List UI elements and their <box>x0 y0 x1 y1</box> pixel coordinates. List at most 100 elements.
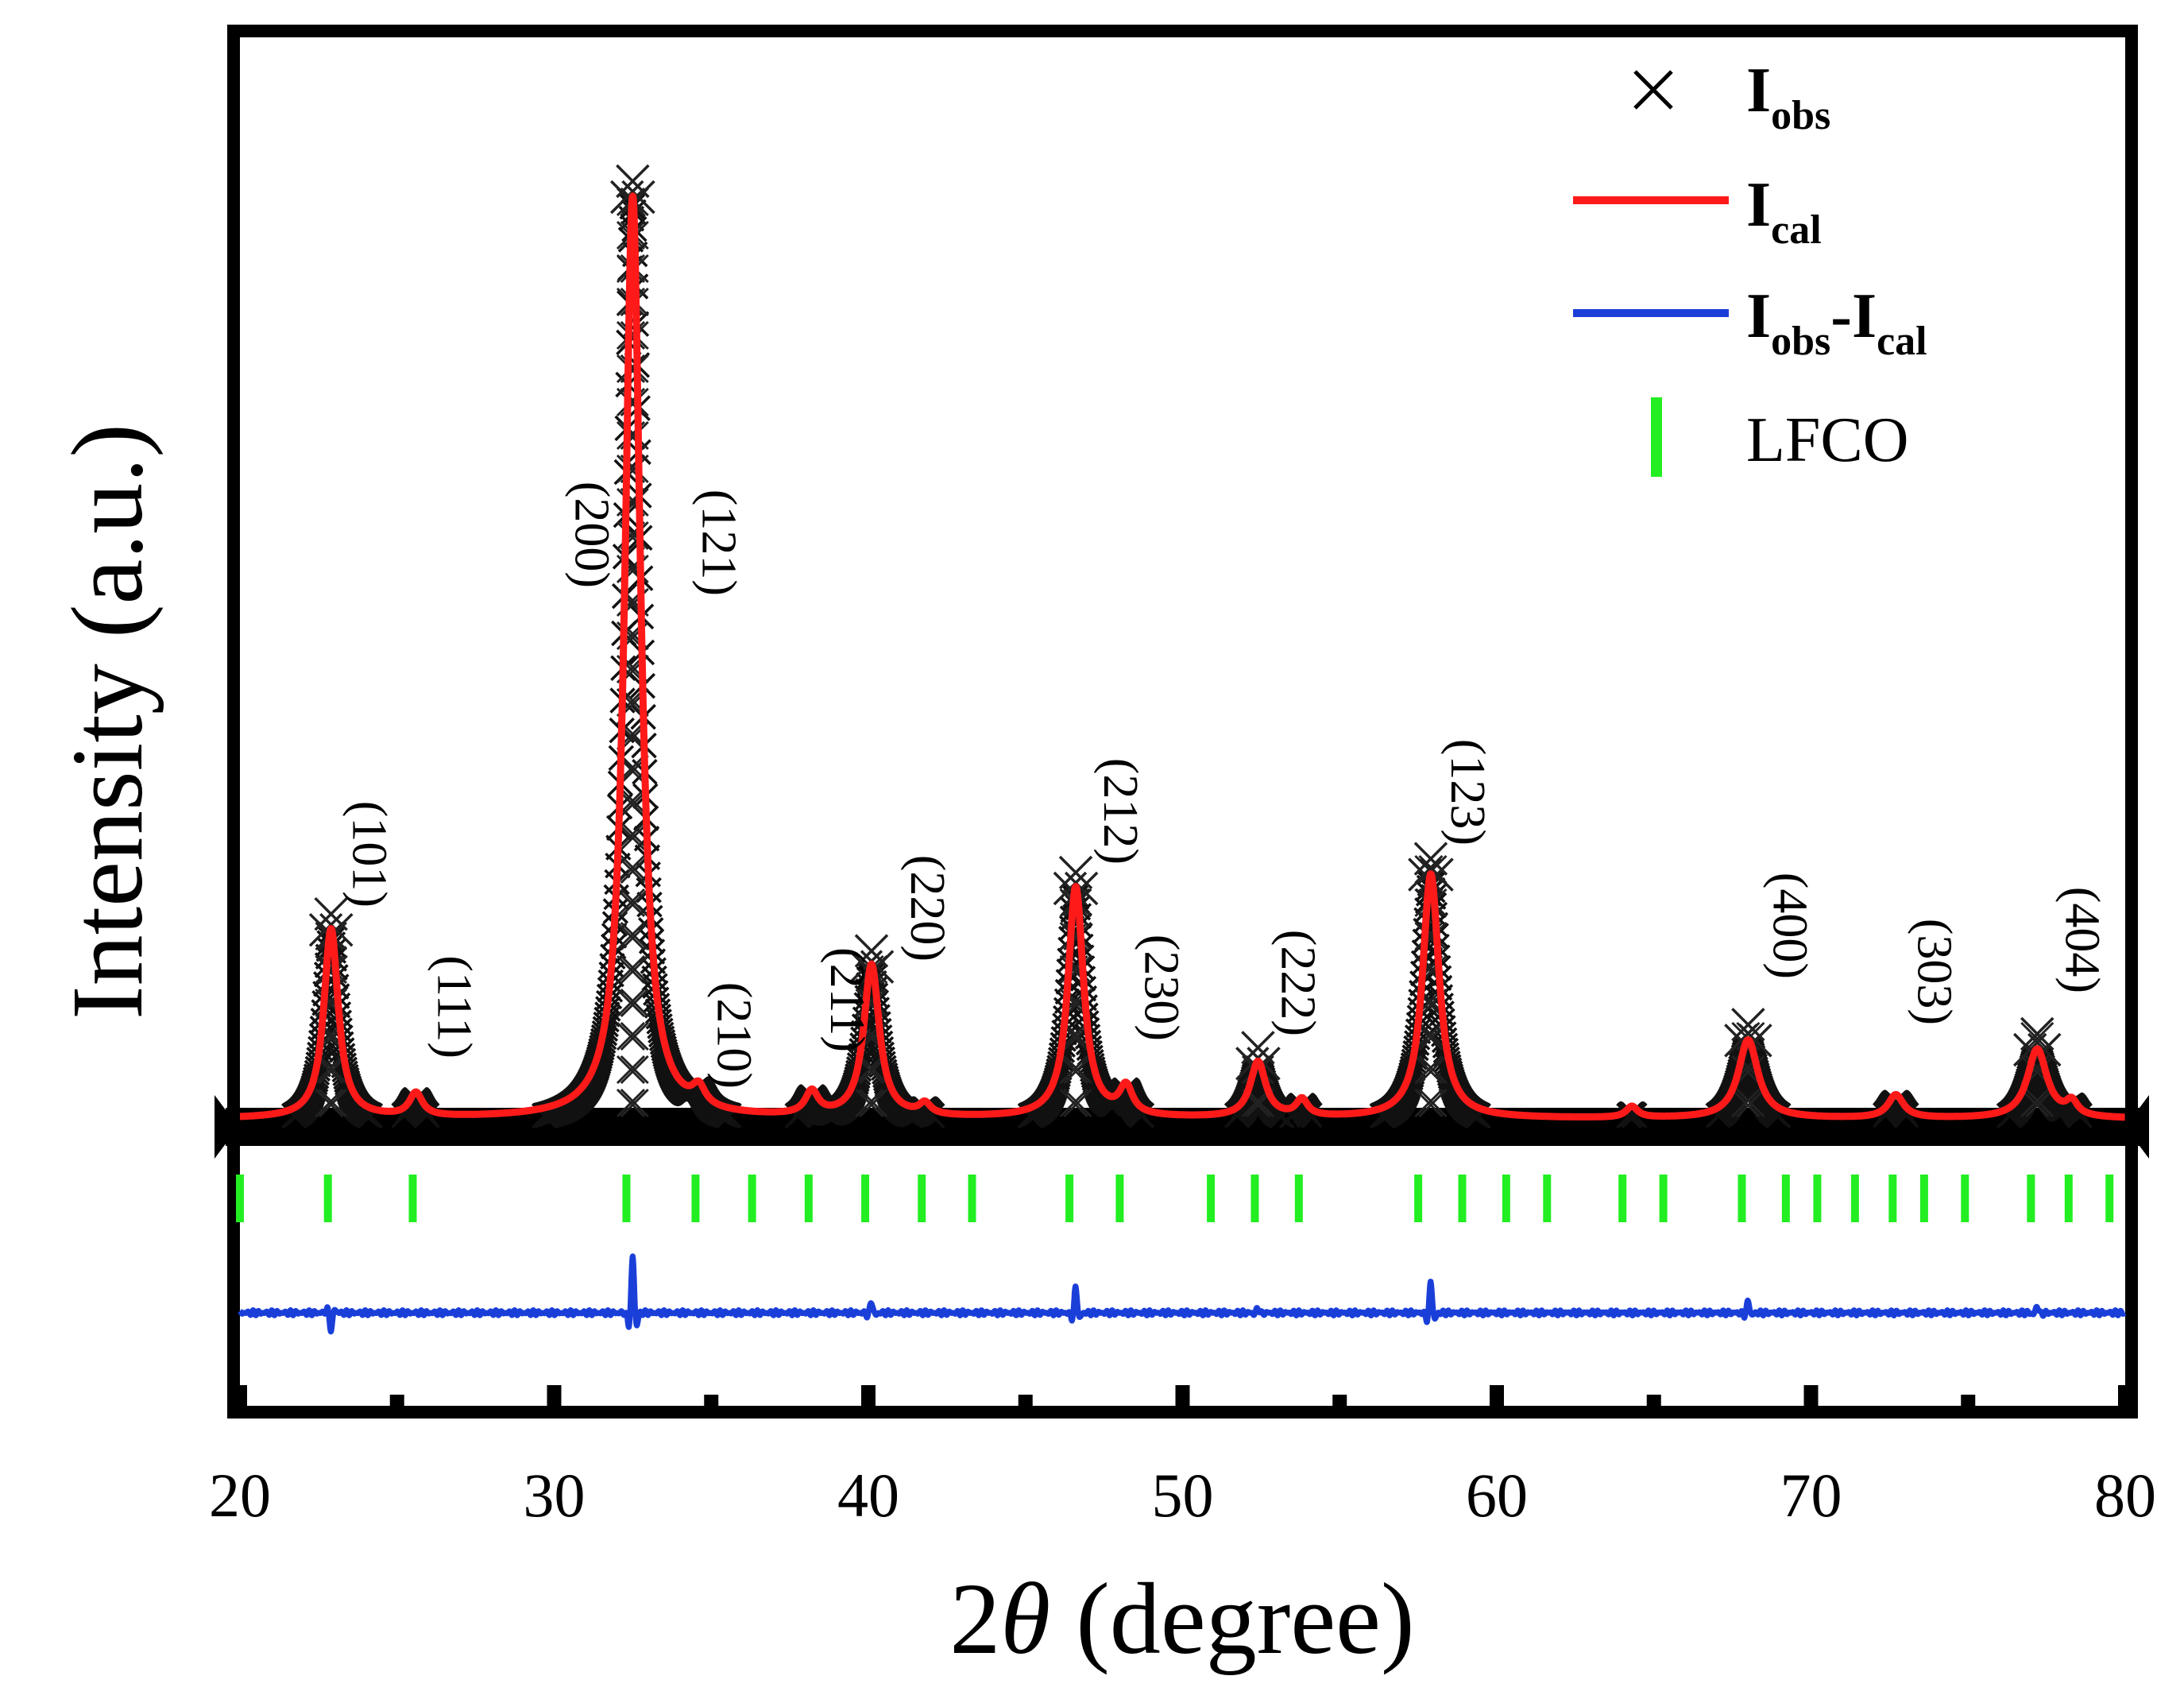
observed-point <box>1063 1055 1092 1085</box>
bragg-marker <box>861 1175 870 1222</box>
bragg-marker <box>968 1175 976 1222</box>
bragg-marker <box>1294 1175 1303 1222</box>
bragg-marker <box>2027 1175 2035 1222</box>
observed-point <box>620 1088 649 1118</box>
legend-cal-main: I <box>1746 170 1771 240</box>
x-minor-tick <box>1961 1395 1976 1406</box>
peak-label: (123) <box>1440 739 1494 846</box>
peak-label: (212) <box>1093 758 1147 865</box>
x-tick-label: 30 <box>524 1461 586 1530</box>
observed-point <box>1414 1055 1444 1085</box>
legend-cal-sub: cal <box>1771 207 1822 253</box>
observed-point <box>620 1021 649 1051</box>
observed-point <box>1063 1088 1092 1118</box>
bragg-marker <box>1414 1175 1423 1222</box>
observed-point <box>620 854 649 884</box>
x-axis-label-suffix: (degree) <box>1050 1562 1414 1675</box>
x-minor-tick <box>1018 1395 1033 1406</box>
legend-obs-sub: obs <box>1771 93 1830 138</box>
observed-point <box>1418 1055 1448 1085</box>
observed-point <box>2066 1102 2093 1128</box>
observed-point <box>616 921 646 951</box>
observed-point <box>616 1021 646 1051</box>
difference-curve-layer <box>237 1253 2128 1335</box>
bragg-marker <box>1250 1175 1259 1222</box>
calculated-curve <box>236 192 2128 1121</box>
bragg-marker <box>323 1175 332 1222</box>
peak-label: (210) <box>706 982 760 1089</box>
peak-label-layer: (101) (111) (200) (121) (210) (211) (220) (212)… <box>342 482 2109 1089</box>
x-tick-label: 50 <box>1152 1461 1214 1530</box>
observed-point <box>616 888 646 918</box>
x-axis-label-prefix: 2 <box>949 1562 1000 1675</box>
bragg-marker <box>1207 1175 1216 1222</box>
x-axis-label: 2θ (degree) <box>949 1562 1414 1675</box>
bragg-marker <box>1458 1175 1467 1222</box>
bragg-marker <box>1115 1175 1124 1222</box>
x-tick-label: 60 <box>1466 1461 1528 1530</box>
x-minor-tick <box>1646 1395 1661 1406</box>
bragg-marker <box>2105 1175 2114 1222</box>
observed-point <box>2025 1088 2055 1118</box>
legend-obs-main: I <box>1746 56 1771 126</box>
bragg-marker <box>408 1175 417 1222</box>
x-axis-ticks: 20 30 40 50 60 70 80 <box>209 1385 2156 1530</box>
peak-label: (222) <box>1270 930 1324 1036</box>
observed-point <box>855 1088 884 1118</box>
x-minor-tick <box>704 1395 719 1406</box>
observed-point <box>1893 1102 1919 1128</box>
bragg-marker <box>1850 1175 1859 1222</box>
observed-point <box>616 1088 646 1118</box>
observed-point <box>859 1088 888 1118</box>
observed-point <box>616 988 646 1018</box>
baseline-right-marker <box>2125 1095 2149 1159</box>
x-major-tick <box>1803 1385 1819 1406</box>
peak-label: (111) <box>427 955 481 1059</box>
x-tick-label: 40 <box>837 1461 899 1530</box>
bragg-marker <box>1543 1175 1552 1222</box>
observed-point <box>414 1102 440 1128</box>
baseline-left-marker <box>215 1095 238 1159</box>
bragg-marker <box>1065 1175 1074 1222</box>
peak-label: (211) <box>820 947 874 1052</box>
peak-label: (400) <box>1762 873 1816 979</box>
legend-obs-label: Iobs <box>1746 56 1830 138</box>
legend-diff-label: Iobs-Ical <box>1746 281 1927 364</box>
observed-point <box>620 921 649 951</box>
observed-point <box>1297 1102 1323 1128</box>
bragg-marker <box>236 1175 244 1222</box>
difference-curve <box>237 1253 2128 1335</box>
peak-label: (220) <box>900 855 954 962</box>
observed-point <box>1418 1088 1448 1118</box>
observed-point <box>620 988 649 1018</box>
bragg-marker-layer <box>236 1175 2114 1222</box>
x-major-tick <box>547 1385 562 1406</box>
bragg-marker <box>1888 1175 1897 1222</box>
x-major-tick <box>233 1385 247 1406</box>
observed-point <box>1736 1088 1765 1118</box>
peak-label: (230) <box>1134 935 1188 1041</box>
peak-label: (404) <box>2055 887 2109 993</box>
peak-label: (200) <box>564 482 618 588</box>
bragg-marker <box>748 1175 756 1222</box>
peak-label: (121) <box>691 490 745 596</box>
observed-point <box>318 1088 347 1118</box>
legend-diff-sub2: cal <box>1877 319 1927 364</box>
observed-data-layer <box>215 164 2149 1159</box>
legend-obs-marker <box>1633 70 1673 110</box>
observed-point <box>621 180 655 215</box>
observed-point <box>1059 1055 1088 1085</box>
observed-point <box>919 1102 945 1129</box>
bragg-marker <box>1781 1175 1790 1222</box>
x-major-tick <box>2118 1385 2132 1406</box>
bragg-marker <box>1659 1175 1668 1222</box>
bragg-marker <box>622 1175 631 1222</box>
observed-point <box>620 954 649 985</box>
observed-point <box>620 1055 649 1085</box>
bragg-marker <box>1919 1175 1928 1222</box>
bragg-marker <box>1738 1175 1746 1222</box>
bragg-marker <box>1961 1175 1969 1222</box>
legend-diff-main2: -I <box>1830 281 1877 351</box>
